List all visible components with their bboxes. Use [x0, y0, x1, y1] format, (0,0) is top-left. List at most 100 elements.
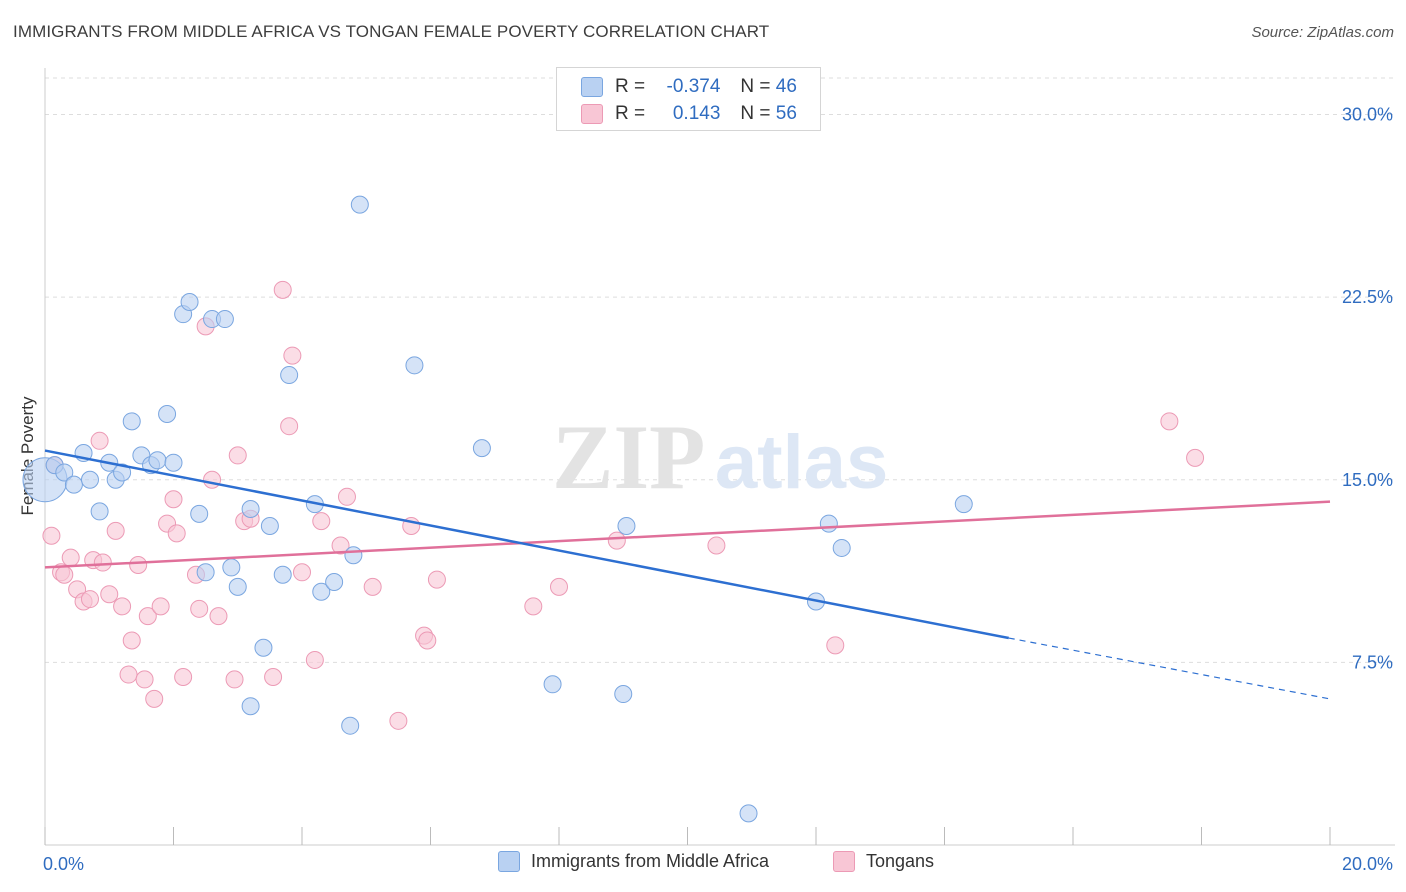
pink-swatch	[833, 851, 855, 872]
watermark-atlas: atlas	[715, 420, 888, 505]
tongans-point	[106, 521, 125, 540]
legend-r-value: 0.143	[672, 103, 721, 124]
trend-lines	[44, 449, 1331, 700]
middle-africa-point	[819, 514, 838, 533]
tongans-point	[209, 607, 228, 626]
tongans-point	[418, 631, 437, 650]
middle-africa-point	[405, 356, 424, 375]
middle-africa-point	[472, 439, 491, 458]
tongans-point	[135, 670, 154, 689]
middle-africa-point	[341, 716, 360, 735]
tongans-point	[280, 417, 299, 436]
middle-africa-trend-line	[44, 449, 1009, 640]
chart-title: IMMIGRANTS FROM MIDDLE AFRICA VS TONGAN …	[13, 22, 770, 41]
tongans-point	[607, 531, 626, 550]
y-tick-label: 7.5%	[1352, 652, 1393, 672]
tongans-point	[167, 524, 186, 543]
legend-n-label: N =	[740, 103, 771, 124]
blue-swatch	[581, 77, 603, 97]
legend-r-label: R =	[615, 76, 646, 97]
series-name: Tongans	[866, 851, 935, 871]
axes	[44, 68, 1395, 846]
bottom-legend-tongans: Tongans	[833, 851, 934, 872]
tongans-point	[283, 346, 302, 365]
tongans-point	[100, 585, 119, 604]
middle-africa-point	[832, 538, 851, 557]
middle-africa-point	[148, 451, 167, 470]
tongans-point	[164, 490, 183, 509]
blue-swatch	[498, 851, 520, 872]
tongans-point	[826, 636, 845, 655]
legend-r-label: R =	[615, 103, 646, 124]
middle-africa-point	[617, 517, 636, 536]
middle-africa-point	[55, 463, 74, 482]
legend-n-label: N =	[740, 76, 771, 97]
tongans-point	[145, 689, 164, 708]
tongans-point	[331, 536, 350, 555]
bottom-legend-middle-africa: Immigrants from Middle Africa	[498, 851, 769, 872]
source-label: Source: ZipAtlas.com	[1251, 24, 1394, 41]
tongans-point	[273, 280, 292, 299]
tongans-trend-line	[44, 500, 1331, 569]
tongans-point	[119, 665, 138, 684]
tongans-point	[42, 526, 61, 545]
y-tick-label: 22.5%	[1342, 287, 1393, 307]
middle-africa-point	[344, 546, 363, 565]
middle-africa-point	[190, 504, 209, 523]
tongans-point	[524, 597, 543, 616]
tongans-point	[264, 667, 283, 686]
tongans-point	[203, 470, 222, 489]
tongans-point	[228, 446, 247, 465]
legend-n-value: 56	[775, 103, 797, 124]
middle-africa-point	[241, 697, 260, 716]
middle-africa-point	[222, 558, 241, 577]
tongans-point	[550, 577, 568, 596]
middle-africa-trend-extension	[1008, 637, 1331, 700]
tongans-point	[190, 599, 209, 618]
middle-africa-point	[164, 453, 183, 472]
middle-africa-point	[228, 577, 247, 596]
tongans-point	[225, 670, 244, 689]
tongans-point	[707, 536, 726, 555]
x-tick-label: 0.0%	[43, 854, 84, 874]
middle-africa-point	[122, 412, 141, 431]
tongans-point	[389, 711, 408, 730]
middle-africa-point	[90, 502, 109, 521]
correlation-legend: R = -0.374 N = 46 R = 0.143 N = 56	[556, 67, 821, 131]
middle-africa-point	[273, 565, 292, 584]
middle-africa-point	[215, 310, 234, 329]
tongans-point	[305, 650, 324, 669]
tongans-point	[93, 553, 112, 572]
tongans-point	[293, 563, 311, 582]
tongans-point	[113, 597, 132, 616]
legend-r-value: -0.374	[666, 76, 721, 97]
middle-africa-point	[158, 405, 177, 424]
tongans-point	[55, 565, 74, 584]
grid-lines	[45, 77, 1395, 663]
tongans-point	[151, 597, 170, 616]
legend-row-tongans: R = 0.143 N = 56	[581, 101, 797, 127]
middle-africa-point	[241, 499, 260, 518]
middle-africa-point	[954, 495, 973, 514]
pink-swatch	[581, 104, 603, 124]
series-name: Immigrants from Middle Africa	[531, 851, 770, 871]
middle-africa-point	[196, 563, 215, 582]
tongans-point	[90, 431, 109, 450]
middle-africa-point	[254, 638, 273, 657]
middle-africa-point	[543, 675, 562, 694]
middle-africa-point	[113, 463, 132, 482]
middle-africa-point	[312, 582, 331, 601]
middle-africa-point	[180, 293, 199, 312]
tongans-point	[129, 555, 148, 574]
middle-africa-point	[350, 195, 369, 214]
tongans-point	[312, 512, 331, 531]
middle-africa-point	[260, 517, 279, 536]
tongans-point	[363, 577, 382, 596]
middle-africa-point	[64, 475, 83, 494]
tongans-point	[122, 631, 141, 650]
tongans-point	[1160, 412, 1179, 431]
middle-africa-point	[614, 685, 633, 704]
tick-labels: 7.5% 15.0% 22.5% 30.0% 0.0% 20.0%	[43, 105, 1393, 874]
tongans-point	[427, 570, 446, 589]
